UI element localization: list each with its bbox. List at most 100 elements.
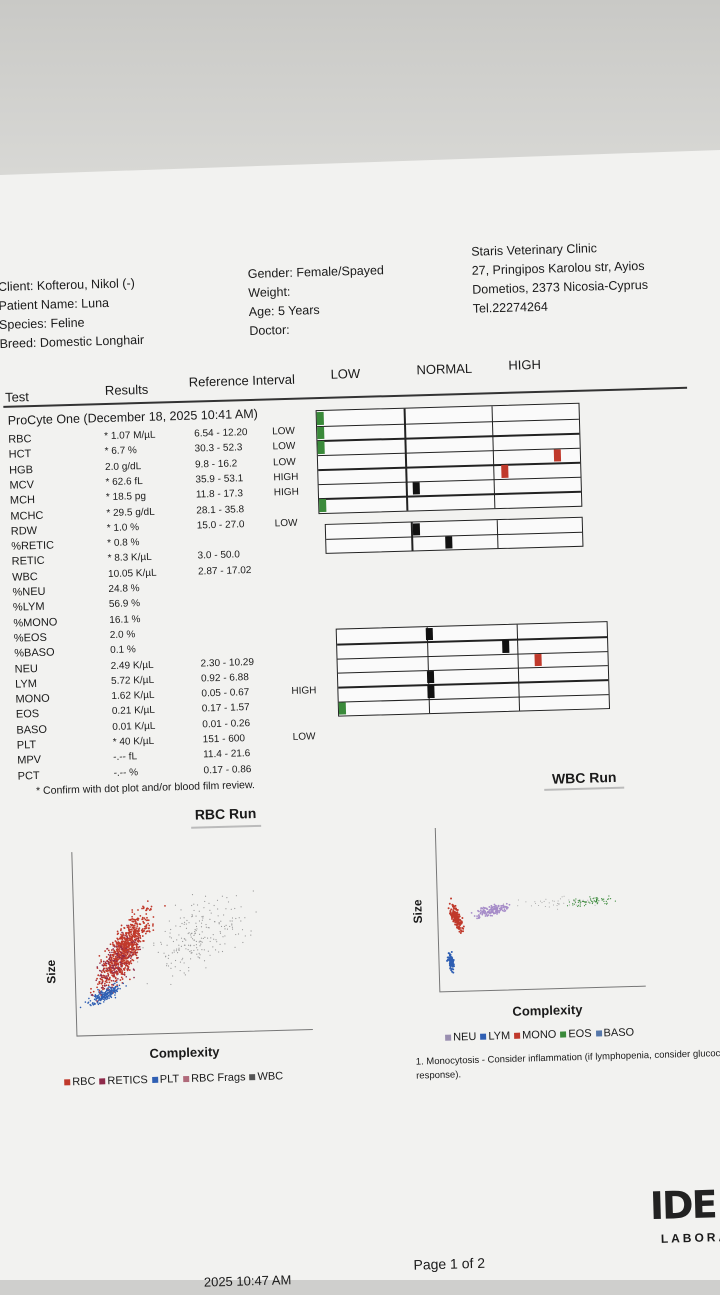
row-reference: 0.17 - 1.57 [201, 702, 250, 715]
interpretation-note: 1. Monocytosis - Consider inflammation (… [415, 1047, 720, 1068]
gender: Gender: Female/Spayed [247, 263, 385, 281]
row-test-name: HCT [8, 448, 32, 462]
rbc-run-title: RBC Run [194, 804, 257, 823]
gauge-marker-lym [502, 640, 510, 653]
row-reference: 30.3 - 52.3 [194, 442, 243, 455]
row-test-name: MONO [15, 692, 50, 706]
rbc-legend-label: RBC [72, 1075, 96, 1089]
wbc-run-axes [434, 827, 646, 993]
col-test: Test [4, 389, 30, 405]
gauge-row-divider [338, 679, 609, 689]
wbc-legend-swatch [560, 1030, 567, 1038]
row-result: 1.62 K/µL [111, 689, 155, 703]
row-test-name: HGB [8, 463, 34, 477]
row-test-name: %MONO [13, 616, 58, 630]
wbc-legend-label: EOS [568, 1027, 592, 1041]
gauge-marker-hgb [317, 441, 325, 454]
col-results: Results [104, 381, 149, 399]
rbc-legend-swatch [249, 1073, 256, 1080]
row-test-name: MCHC [10, 509, 44, 523]
row-reference: 11.4 - 21.6 [203, 748, 251, 761]
wbc-scatter-baso [502, 895, 596, 910]
row-test-name: %RETIC [11, 539, 55, 553]
col-reference: Reference Interval [188, 371, 296, 390]
col-low: LOW [330, 365, 361, 382]
gauge-marker-wbc [445, 536, 453, 549]
row-test-name: %EOS [13, 631, 47, 645]
gauge-row-divider [319, 491, 581, 500]
rbc-run-scatter [71, 852, 313, 1037]
row-test-name: EOS [15, 708, 40, 722]
gauge-marker-mcv [553, 449, 562, 462]
rbc-scatter-rbc [89, 900, 166, 996]
rbc-run-legend: RBC RETICS PLT RBC Frags WBC [60, 1070, 283, 1088]
gauge-marker-rdw [319, 499, 327, 513]
row-test-name: WBC [11, 570, 38, 584]
row-test-name: PLT [16, 739, 37, 752]
row-test-name: MCH [9, 494, 36, 507]
row-flag: HIGH [291, 685, 317, 698]
rbc-scatter-plt [79, 981, 127, 1009]
run-title: ProCyte One (December 18, 2025 10:41 AM) [7, 406, 258, 428]
row-result: * 29.5 g/dL [106, 506, 155, 519]
rbc-run-ylabel: Size [43, 959, 59, 984]
row-test-name: RDW [10, 524, 38, 538]
row-test-name: %LYM [12, 601, 45, 614]
row-result: * 1.07 M/µL [104, 429, 156, 443]
client-name: Client: Kofterou, Nikol (-) [0, 276, 136, 294]
wbc-run-title-rule [544, 786, 625, 791]
rbc-scatter-wbc [137, 890, 257, 986]
wbc-run-scatter [434, 827, 646, 993]
wbc-scatter-mono [447, 897, 465, 934]
gauge-marker-mchc [412, 482, 420, 495]
gauge-row-divider [318, 462, 581, 471]
gauge-row-divider [317, 447, 580, 457]
gauge-row-divider [317, 432, 580, 442]
rbc-legend-label: RETICS [107, 1074, 148, 1088]
row-result: 0.1 % [110, 644, 136, 657]
row-result: 24.8 % [108, 583, 140, 596]
gauge-row-divider [338, 693, 609, 703]
row-reference: 35.9 - 53.1 [195, 473, 244, 486]
rbc-scatter-retics [91, 924, 142, 1002]
wbc-legend-swatch [595, 1030, 602, 1037]
wbc-legend-label: MONO [521, 1028, 557, 1042]
clinic-info: Staris Veterinary Clinic 27, Pringipos K… [471, 238, 649, 319]
gauge-marker-plt [338, 702, 347, 715]
row-result: 10.05 K/µL [107, 567, 157, 580]
row-flag: HIGH [273, 471, 299, 484]
doctor: Doctor: [249, 322, 290, 338]
row-test-name: MCV [9, 478, 35, 492]
row-test-name: BASO [16, 723, 48, 737]
row-test-name: PCT [17, 769, 40, 783]
rbc-legend-swatch [99, 1077, 106, 1085]
rbc-run-axes [71, 852, 313, 1037]
row-reference: 9.8 - 16.2 [194, 457, 238, 471]
page-number: Page 1 of 2 [413, 1254, 486, 1273]
background-surface [0, 0, 720, 175]
wbc-legend-swatch [514, 1032, 521, 1039]
row-result: 56.9 % [108, 598, 141, 611]
rbc-run-xlabel: Complexity [149, 1044, 220, 1062]
row-reference: 0.01 - 0.26 [202, 717, 251, 731]
wbc-run-title: WBC Run [551, 768, 617, 787]
row-test-name: MPV [17, 754, 42, 767]
gauge-row-divider [326, 531, 583, 541]
wbc-run-legend: NEU LYM MONO EOS BASO [441, 1027, 634, 1044]
row-result: 0.01 K/µL [112, 720, 156, 733]
wbc-scatter-neu [470, 902, 511, 920]
wbc-legend-swatch [480, 1033, 487, 1040]
gauge-marker-rbc [316, 411, 324, 425]
wbc-scatter-eos [566, 895, 616, 908]
row-result: * 0.8 % [107, 537, 140, 550]
row-test-name: %NEU [12, 585, 46, 599]
col-high: HIGH [508, 356, 542, 373]
rbc-run-title-rule [191, 824, 262, 829]
row-reference: 0.17 - 0.86 [203, 763, 252, 777]
row-result: 5.72 K/µL [110, 674, 155, 687]
row-test-name: RETIC [11, 555, 45, 569]
idexx-logo: IDE [649, 1182, 717, 1229]
row-result: * 6.7 % [104, 445, 138, 458]
footnote: * Confirm with dot plot and/or blood fil… [35, 778, 256, 798]
wbc-legend-swatch [445, 1034, 452, 1041]
